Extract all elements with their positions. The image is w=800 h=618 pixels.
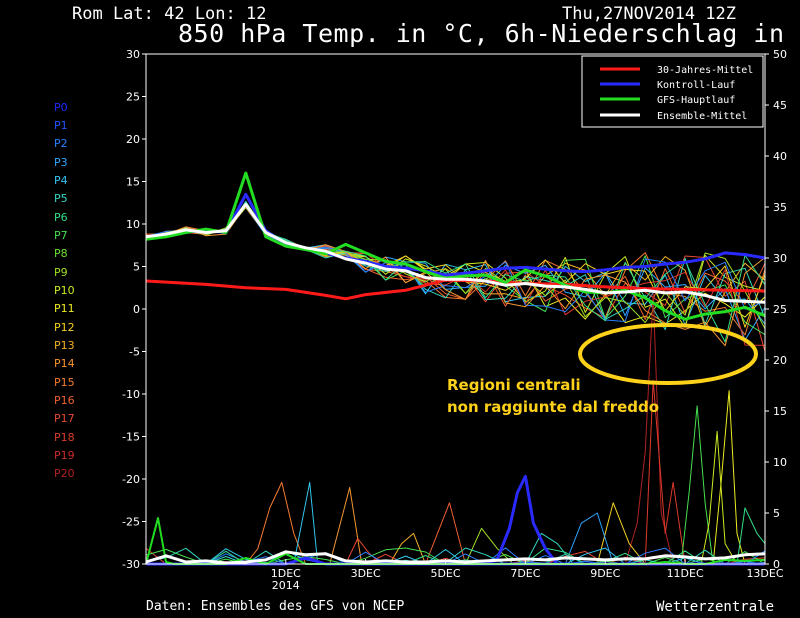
annotation-line-1: Regioni centrali <box>447 376 581 394</box>
annotation-line-2: non raggiunte dal freddo <box>447 398 659 416</box>
member-label-p17: P17 <box>54 412 75 425</box>
y-left-tick-label: -15 <box>122 431 140 444</box>
y-left-tick-label: -5 <box>129 346 140 359</box>
y-right-tick-label: 5 <box>773 507 780 520</box>
y-right-tick-label: 35 <box>773 201 787 214</box>
member-label-p7: P7 <box>54 229 68 242</box>
legend-box: 30-Jahres-Mittel Kontroll-Lauf GFS-Haupt… <box>581 55 764 128</box>
temp-series-gfs-hauptlauf <box>145 171 766 321</box>
precip-member-line <box>644 379 686 565</box>
precip-member-lines <box>145 293 766 565</box>
precip-member-line <box>596 502 646 565</box>
data-source-label: Daten: Ensembles des GFS von NCEP <box>146 599 405 614</box>
chart-title: 850 hPa Temp. in °C, 6h-Niederschlag in … <box>178 19 800 48</box>
member-label-p14: P14 <box>54 357 75 370</box>
legend-label-kontroll-lauf: Kontroll-Lauf <box>657 80 735 91</box>
precip-member-line <box>465 527 514 565</box>
brand-label: Wetterzentrale <box>656 599 775 615</box>
x-tick-label: 9DEC <box>590 567 620 580</box>
y-left-tick-label: 30 <box>126 48 140 61</box>
x-tick-label: 11DEC <box>667 567 704 580</box>
x-tick-label: 1DEC <box>271 567 301 580</box>
y-left-tick-label: 20 <box>126 133 140 146</box>
y-right-tick-label: 25 <box>773 303 787 316</box>
precip-member-line <box>329 487 363 565</box>
precip-member-line <box>245 481 307 565</box>
x-tick-label: 5DEC <box>430 567 460 580</box>
main-series-lines <box>145 171 766 566</box>
precip-member-line <box>624 293 674 565</box>
member-label-p6: P6 <box>54 211 68 224</box>
precip-member-line <box>293 481 319 565</box>
member-label-p12: P12 <box>54 321 75 334</box>
precip-member-line <box>700 430 738 565</box>
member-label-p20: P20 <box>54 467 75 480</box>
legend-label-30-jahres-mittel: 30-Jahres-Mittel <box>657 65 753 76</box>
precip-series-ensemble-mittel <box>145 550 766 565</box>
y-right-tick-label: 20 <box>773 354 787 367</box>
y-left-tick-label: -30 <box>122 558 140 571</box>
y-right-tick-label: 45 <box>773 99 787 112</box>
x-tick-label: 7DEC <box>510 567 540 580</box>
member-label-p11: P11 <box>54 302 75 315</box>
member-label-p2: P2 <box>54 137 68 150</box>
precip-member-line <box>564 512 614 565</box>
member-label-p10: P10 <box>54 284 75 297</box>
y-left-tick-label: 10 <box>126 218 140 231</box>
y-left-tick-label: 0 <box>133 303 140 316</box>
precip-series-kontroll-lauf-peak <box>484 474 559 566</box>
y-right-tick-label: 15 <box>773 405 787 418</box>
legend-label-gfs-hauptlauf: GFS-Hauptlauf <box>657 95 735 106</box>
member-label-p4: P4 <box>54 174 68 187</box>
location-label: Rom Lat: 42 Lon: 12 <box>72 4 267 24</box>
temp-series-ensemble-mittel <box>145 202 766 304</box>
y-axis-left: 30 25 20 15 10 5 0 -5 -10 -15 -20 -25 -30 <box>122 48 146 571</box>
x-tick-label: 3DEC <box>351 567 381 580</box>
y-left-tick-label: 5 <box>133 261 140 274</box>
precip-member-line <box>680 405 714 565</box>
member-label-p16: P16 <box>54 394 75 407</box>
y-right-tick-label: 40 <box>773 150 787 163</box>
member-label-p9: P9 <box>54 266 68 279</box>
member-label-p15: P15 <box>54 376 75 389</box>
member-label-p19: P19 <box>54 449 75 462</box>
precip-member-line <box>389 532 426 565</box>
y-left-tick-label: -10 <box>122 388 140 401</box>
y-right-tick-label: 10 <box>773 456 787 469</box>
y-right-tick-label: 0 <box>773 558 780 571</box>
precip-member-line <box>425 502 466 565</box>
member-label-p13: P13 <box>54 339 75 352</box>
legend-label-ensemble-mittel: Ensemble-Mittel <box>657 111 747 122</box>
temp-series-kontroll-lauf <box>145 192 766 277</box>
y-left-tick-label: 15 <box>126 176 140 189</box>
run-date-label: Thu,27NOV2014 12Z <box>562 4 736 24</box>
member-label-p1: P1 <box>54 119 68 132</box>
y-right-tick-label: 50 <box>773 48 787 61</box>
y-left-tick-label: -20 <box>122 473 140 486</box>
member-label-p8: P8 <box>54 247 68 260</box>
y-left-tick-label: 25 <box>126 91 140 104</box>
member-label-p0: P0 <box>54 101 68 114</box>
member-label-p18: P18 <box>54 431 75 444</box>
precip-member-line <box>736 507 766 565</box>
x-tick-sublabel: 2014 <box>272 579 300 592</box>
y-right-tick-label: 30 <box>773 252 787 265</box>
highlight-ellipse <box>578 323 758 385</box>
member-label-p3: P3 <box>54 156 68 169</box>
x-tick-label: 13DEC <box>746 567 783 580</box>
member-label-p5: P5 <box>54 192 68 205</box>
y-left-tick-label: -25 <box>122 516 140 529</box>
